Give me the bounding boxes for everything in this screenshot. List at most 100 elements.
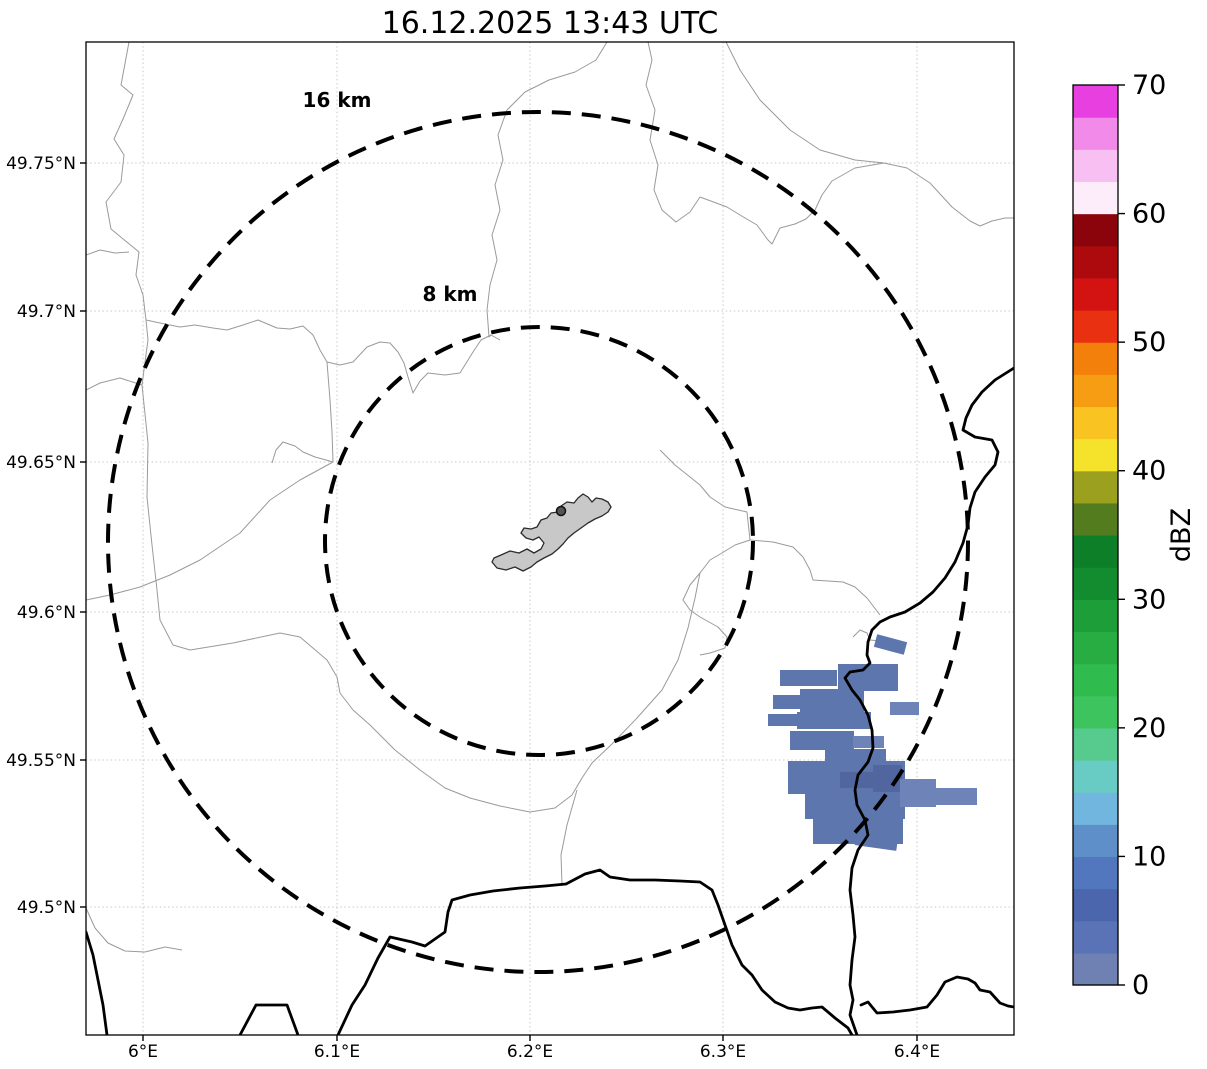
admin-border-line [486, 42, 608, 338]
precipitation-echoes [768, 634, 977, 851]
country-border-line [843, 366, 1014, 1035]
colorbar-segment [1073, 117, 1118, 150]
colorbar-segment [1073, 149, 1118, 183]
colorbar-tick-label: 30 [1132, 584, 1166, 615]
range-ring-16km [106, 110, 970, 974]
colorbar-scale [1073, 85, 1118, 986]
admin-border-line [749, 539, 881, 616]
echo-cell [853, 736, 884, 748]
range-ring-label: 16 km [303, 88, 372, 112]
admin-border-line [560, 789, 578, 886]
echo-cell [900, 779, 936, 807]
admin-border-line [852, 629, 881, 642]
colorbar-tick-label: 60 [1132, 199, 1166, 230]
echo-cell [768, 714, 799, 726]
colorbar-segment [1073, 599, 1118, 633]
admin-border-line [145, 319, 501, 394]
colorbar-segment [1073, 502, 1118, 536]
colorbar-tick-label: 20 [1132, 713, 1166, 744]
colorbar-segment [1073, 406, 1118, 440]
country-border-line [86, 930, 109, 1035]
admin-border-line [86, 249, 130, 256]
colorbar-segment [1073, 824, 1118, 858]
radar-site-marker [555, 505, 567, 517]
y-tick-label: 49.5°N [17, 898, 76, 918]
echo-cell [797, 712, 871, 729]
admin-border-line [105, 42, 701, 813]
colorbar-segment [1073, 727, 1118, 761]
x-tick-label: 6.4°E [894, 1042, 940, 1062]
colorbar-segment [1073, 856, 1118, 890]
colorbar-tick-label: 40 [1132, 456, 1166, 487]
colorbar-segment [1073, 438, 1118, 472]
country-border-line [859, 975, 1014, 1015]
y-tick-label: 49.55°N [6, 751, 76, 771]
colorbar-segment [1073, 535, 1118, 568]
echo-cell [933, 788, 977, 805]
colorbar-ticks: 0 10 20 30 40 50 60 70 [1118, 70, 1166, 1001]
colorbar-segment [1073, 792, 1118, 825]
y-tick-label: 49.7°N [17, 302, 76, 322]
colorbar-segment [1073, 920, 1118, 954]
admin-borders [86, 42, 1014, 953]
colorbar-segment [1073, 277, 1118, 311]
y-tick-label: 49.75°N [6, 154, 76, 174]
echo-cell [873, 634, 908, 655]
admin-border-line [725, 42, 885, 164]
colorbar-segment [1073, 213, 1118, 247]
axis-ticks [80, 162, 918, 1041]
colorbar-segment [1073, 470, 1118, 504]
colorbar-tick-label: 70 [1132, 70, 1166, 101]
coordinate-grid [86, 42, 1014, 1035]
echo-cell [790, 731, 854, 750]
colorbar-segment [1073, 952, 1118, 986]
range-rings [106, 110, 970, 974]
x-tick-label: 6.2°E [507, 1042, 553, 1062]
admin-border-line [645, 42, 701, 223]
colorbar-segment [1073, 310, 1118, 343]
echo-cell [773, 695, 801, 709]
colorbar-unit-label: dBZ [1166, 508, 1197, 562]
echo-cell [838, 664, 898, 691]
country-border-line [336, 868, 854, 1035]
admin-border-line [682, 539, 751, 618]
echo-cell [780, 670, 837, 686]
colorbar-segment [1073, 567, 1118, 600]
admin-border-line [86, 907, 183, 953]
colorbar-tick-label: 50 [1132, 327, 1166, 358]
range-ring-8km [323, 325, 755, 757]
range-ring-labels: 16 km 8 km [303, 88, 478, 306]
colorbar-segment [1073, 695, 1118, 729]
colorbar-tick-label: 10 [1132, 841, 1166, 872]
admin-border-line [86, 461, 334, 601]
echo-cell [890, 702, 919, 715]
admin-border-line [271, 441, 334, 464]
colorbar-segment [1073, 888, 1118, 922]
y-tick-label: 49.65°N [6, 453, 76, 473]
echo-cell [825, 749, 886, 763]
colorbar-segment [1073, 631, 1118, 665]
colorbar-tick-label: 0 [1132, 970, 1149, 1001]
country-borders-rivers [86, 366, 1014, 1035]
colorbar-segment [1073, 663, 1118, 697]
admin-border-line [326, 361, 334, 463]
timestamp-title: 16.12.2025 13:43 UTC [382, 6, 719, 41]
admin-border-line [659, 449, 751, 541]
admin-border-line [86, 377, 143, 391]
colorbar-segment [1073, 181, 1118, 215]
country-border-line [238, 1003, 300, 1035]
x-tick-label: 6.1°E [314, 1042, 360, 1062]
range-ring-label: 8 km [422, 282, 477, 306]
admin-border-line [699, 162, 1014, 245]
y-tick-label: 49.6°N [17, 603, 76, 623]
axis-labels: 6°E 6.1°E 6.2°E 6.3°E 6.4°E 49.75°N 49.7°N 49.6… [6, 154, 940, 1062]
airport-polygon [491, 493, 612, 572]
x-tick-label: 6°E [128, 1042, 158, 1062]
colorbar-segment [1073, 342, 1118, 375]
colorbar-segment [1073, 374, 1118, 408]
colorbar-segment [1073, 760, 1118, 793]
map-plot-frame [85, 41, 1015, 1036]
